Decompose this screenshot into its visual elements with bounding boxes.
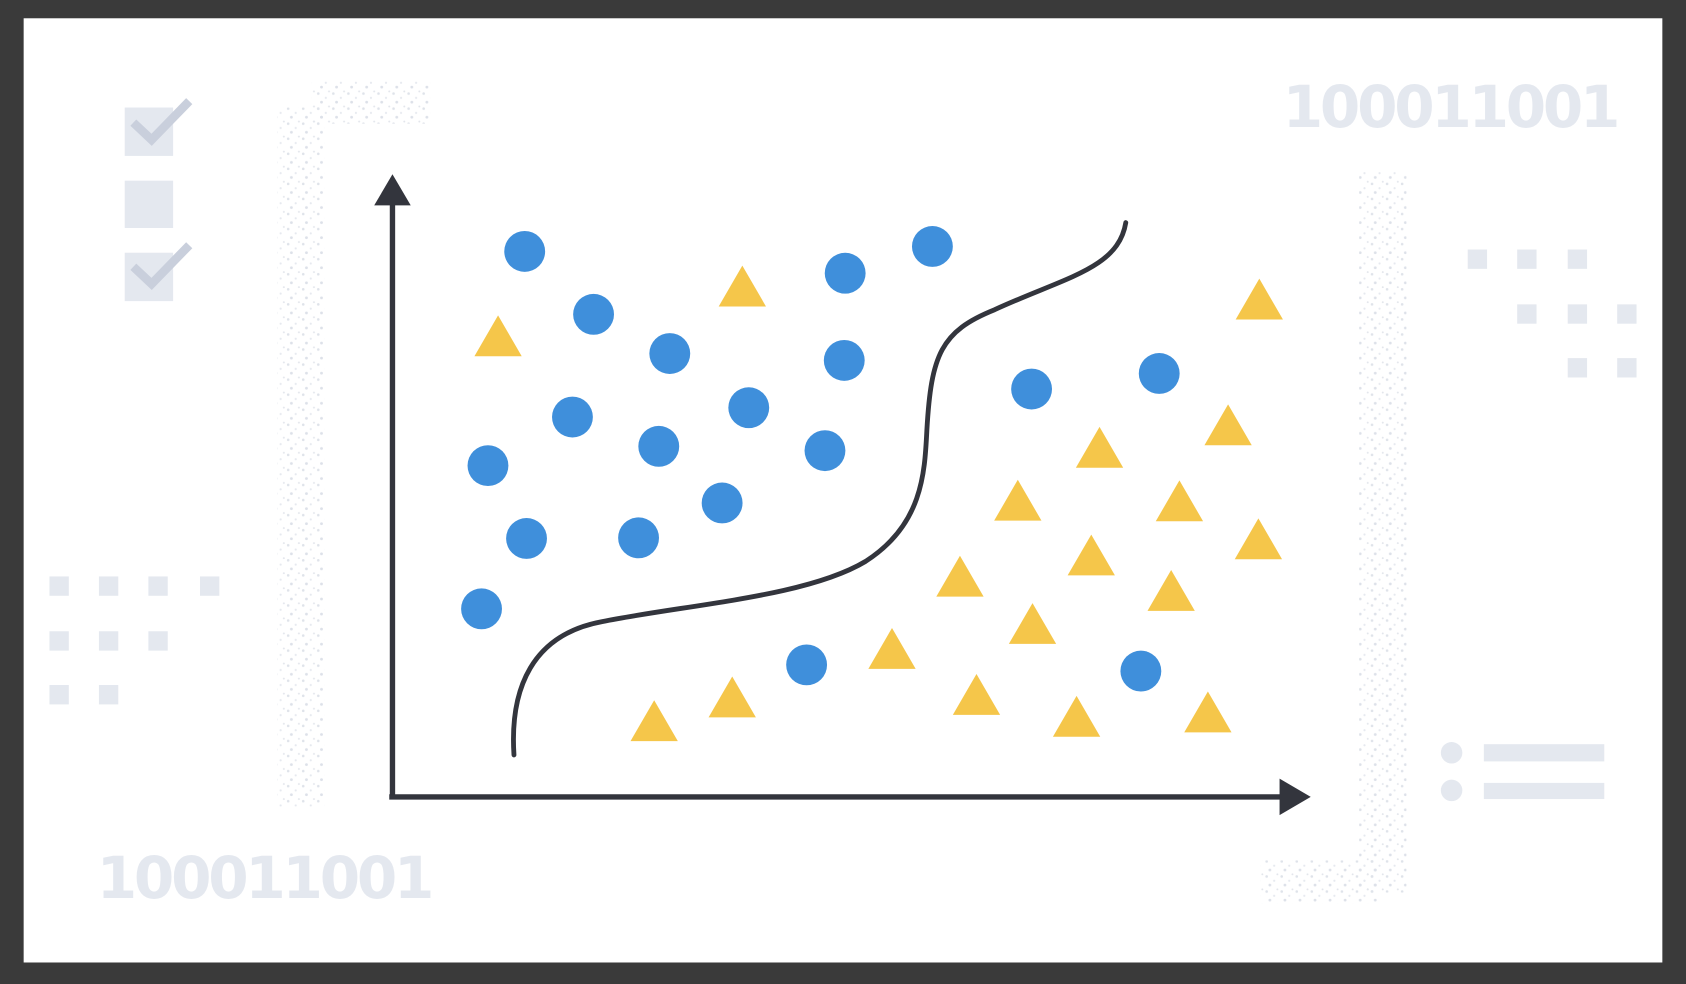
circle-point xyxy=(461,588,502,630)
circle-point xyxy=(1138,353,1180,394)
triangle-point xyxy=(1204,404,1252,446)
circle-point xyxy=(504,230,546,272)
circle-point xyxy=(1120,650,1162,692)
circle-point xyxy=(804,430,846,472)
circle-point xyxy=(823,339,865,381)
circle-point xyxy=(701,482,743,524)
x-axis-arrow-icon xyxy=(1279,778,1311,816)
check-icon xyxy=(130,98,193,146)
triangle-point xyxy=(936,555,984,597)
circle-point xyxy=(467,445,509,487)
checklist-decoration xyxy=(124,98,193,302)
triangle-point xyxy=(718,265,766,307)
list-icon xyxy=(1440,742,1605,802)
triangle-point xyxy=(868,627,916,669)
circle-point xyxy=(552,396,593,438)
dot-grid-right xyxy=(1467,249,1637,378)
circle-point xyxy=(618,517,659,559)
check-icon xyxy=(130,242,193,290)
canvas xyxy=(23,18,1663,963)
decision-boundary xyxy=(511,220,1129,758)
triangle-point xyxy=(474,315,522,357)
triangle-point xyxy=(1155,480,1204,522)
triangle-point xyxy=(630,700,678,742)
triangle-point xyxy=(1234,518,1283,560)
stipple-decoration xyxy=(277,80,1407,904)
data-points xyxy=(461,226,1283,742)
dot-grid-left xyxy=(49,576,220,705)
y-axis-arrow-icon xyxy=(374,174,411,206)
triangle-point xyxy=(994,479,1042,521)
triangle-point xyxy=(1075,426,1124,468)
triangle-point xyxy=(1008,603,1057,644)
triangle-point xyxy=(952,674,1001,715)
triangle-point xyxy=(1184,691,1232,733)
triangle-point xyxy=(1235,278,1283,320)
triangle-point xyxy=(1052,695,1101,737)
triangle-point xyxy=(708,676,756,718)
circle-point xyxy=(824,252,866,294)
circle-point xyxy=(911,226,953,267)
binary-text-top: 100011001 xyxy=(1283,73,1617,141)
circle-point xyxy=(786,644,828,686)
axes xyxy=(374,174,1311,816)
circle-point xyxy=(1011,368,1053,410)
triangle-point xyxy=(1067,534,1115,576)
circle-point xyxy=(649,333,691,374)
checkbox-2 xyxy=(124,180,174,228)
circle-point xyxy=(573,293,614,335)
circle-point xyxy=(638,425,680,467)
circle-point xyxy=(728,387,770,429)
binary-text-bottom: 100011001 xyxy=(97,844,431,912)
circle-point xyxy=(506,518,547,559)
triangle-point xyxy=(1147,570,1195,611)
